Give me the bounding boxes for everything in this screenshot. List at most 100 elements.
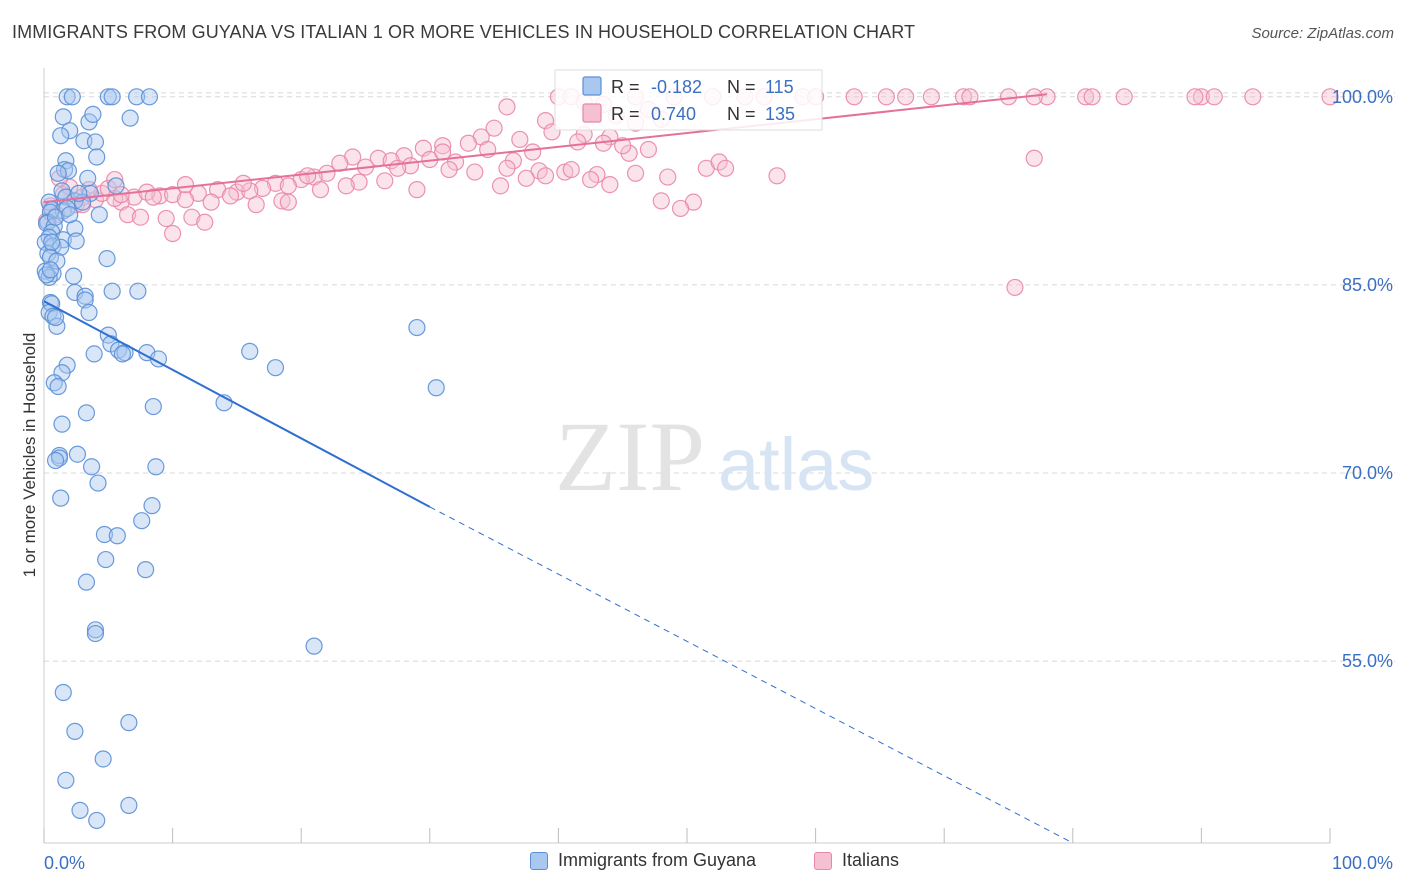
- point-italians: [176, 175, 195, 194]
- point-italians: [1025, 149, 1043, 167]
- point-italians: [659, 168, 677, 186]
- point-italians: [485, 119, 503, 137]
- point-guyana: [49, 377, 67, 396]
- point-italians: [466, 163, 484, 181]
- point-italians: [498, 159, 516, 177]
- trend-line-guyana-extension: [429, 506, 1074, 844]
- stats-swatch-pink: [582, 103, 602, 123]
- legend-item-guyana[interactable]: Immigrants from Guyana: [530, 850, 756, 871]
- point-italians: [106, 170, 124, 189]
- point-guyana: [84, 105, 102, 123]
- point-guyana: [98, 249, 116, 268]
- point-guyana: [140, 88, 159, 106]
- point-italians: [376, 172, 394, 190]
- y-tick-label: 55.0%: [1342, 651, 1393, 671]
- point-guyana: [71, 801, 89, 819]
- point-italians: [562, 160, 580, 179]
- point-italians: [671, 199, 690, 218]
- point-italians: [157, 209, 175, 228]
- point-italians: [254, 179, 272, 197]
- point-italians: [144, 188, 162, 206]
- bottom-legend: Immigrants from Guyana Italians: [0, 850, 1406, 880]
- point-italians: [961, 88, 979, 106]
- point-italians: [196, 213, 214, 231]
- point-italians: [877, 88, 895, 106]
- point-guyana: [88, 811, 106, 830]
- point-italians: [1192, 88, 1211, 106]
- point-guyana: [82, 458, 101, 476]
- point-italians: [716, 159, 735, 177]
- point-italians: [164, 186, 182, 204]
- point-guyana: [77, 573, 96, 591]
- point-guyana: [408, 318, 426, 337]
- point-italians: [164, 224, 182, 243]
- point-italians: [768, 167, 786, 185]
- point-guyana: [57, 152, 75, 170]
- y-tick-labels: 55.0% 70.0% 85.0% 100.0%: [1332, 87, 1393, 671]
- point-guyana: [66, 722, 84, 740]
- watermark-zip: ZIP: [555, 401, 705, 512]
- point-guyana: [77, 404, 96, 422]
- legend-swatch-guyana: [530, 851, 548, 870]
- point-italians: [710, 153, 728, 171]
- point-italians: [922, 88, 940, 106]
- point-guyana: [68, 445, 87, 463]
- point-italians: [954, 88, 973, 106]
- stats-swatch-blue: [582, 76, 602, 96]
- point-italians: [581, 170, 600, 189]
- point-italians: [273, 192, 291, 210]
- point-guyana: [127, 88, 146, 106]
- legend-item-italians[interactable]: Italians: [814, 850, 899, 871]
- stats-r-value-blue: -0.182: [651, 77, 702, 97]
- point-guyana: [86, 621, 105, 639]
- point-guyana: [76, 287, 94, 305]
- point-guyana: [46, 451, 65, 470]
- point-guyana: [108, 527, 126, 545]
- y-tick-label: 100.0%: [1332, 87, 1393, 107]
- point-guyana: [120, 796, 138, 814]
- point-italians: [536, 167, 555, 185]
- point-guyana: [64, 267, 83, 285]
- y-tick-label: 85.0%: [1342, 275, 1393, 295]
- point-italians: [491, 177, 510, 195]
- stats-n-label-blue: N =: [727, 77, 756, 97]
- series-guyana: [36, 88, 445, 830]
- point-italians: [131, 208, 150, 226]
- point-guyana: [52, 489, 70, 507]
- point-guyana: [80, 303, 98, 322]
- watermark: ZIP atlas: [555, 401, 874, 512]
- watermark-atlas: atlas: [718, 423, 874, 506]
- point-italians: [1186, 88, 1204, 106]
- point-guyana: [59, 162, 78, 180]
- point-italians: [517, 169, 535, 187]
- stats-r-label-blue: R =: [611, 77, 640, 97]
- point-guyana: [85, 345, 103, 363]
- point-guyana: [90, 206, 108, 224]
- point-italians: [311, 181, 330, 199]
- point-guyana: [113, 345, 132, 363]
- point-italians: [614, 137, 632, 155]
- point-guyana: [67, 232, 85, 250]
- point-italians: [234, 174, 252, 192]
- point-guyana: [121, 109, 139, 127]
- point-guyana: [305, 637, 323, 655]
- point-guyana: [147, 458, 165, 476]
- point-guyana: [41, 203, 60, 221]
- point-guyana: [88, 148, 106, 166]
- point-guyana: [54, 108, 72, 126]
- point-guyana: [143, 497, 161, 515]
- point-guyana: [61, 122, 79, 140]
- point-italians: [569, 133, 587, 151]
- trend-line-italians: [43, 93, 1048, 204]
- point-italians: [1321, 88, 1339, 106]
- y-tick-label: 70.0%: [1342, 463, 1393, 483]
- point-italians: [337, 177, 355, 195]
- point-guyana: [103, 282, 121, 300]
- point-italians: [652, 192, 670, 210]
- point-italians: [1006, 278, 1024, 297]
- point-guyana: [46, 208, 65, 226]
- point-italians: [434, 143, 452, 161]
- point-italians: [897, 88, 915, 106]
- stats-legend: R = -0.182 N = 115 R = 0.740 N = 135: [554, 69, 823, 131]
- point-guyana: [41, 261, 60, 279]
